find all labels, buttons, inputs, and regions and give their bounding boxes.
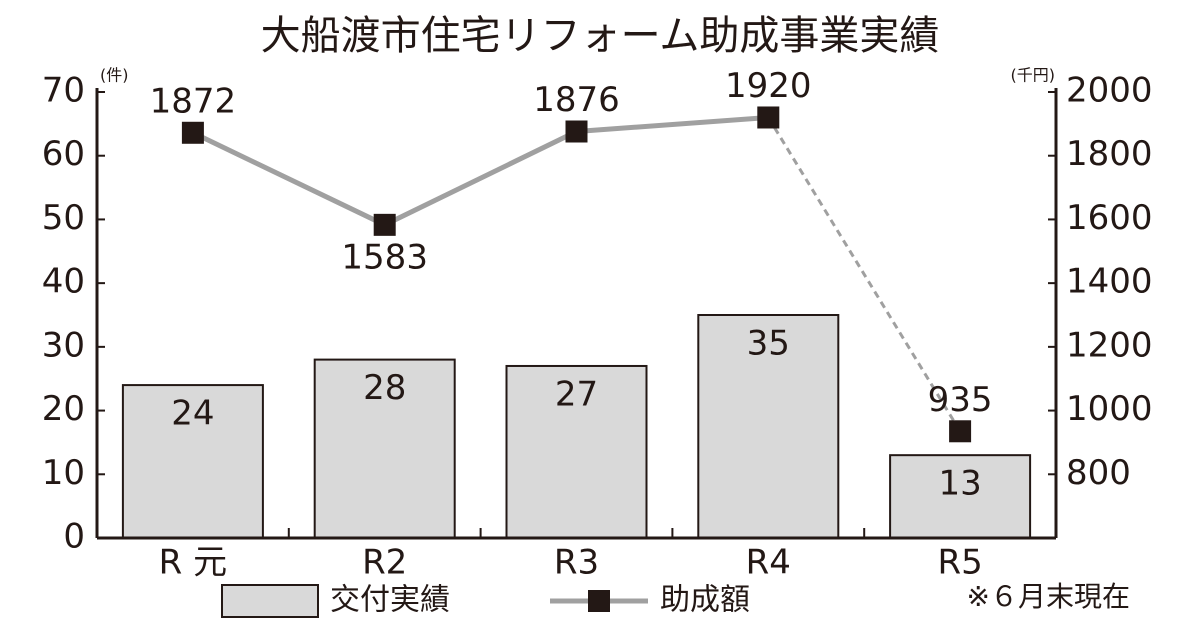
bar <box>697 314 840 539</box>
y2-tick-label: 1400 <box>1066 262 1153 302</box>
y-tick-label: 10 <box>42 453 85 493</box>
y2-tick-label: 1800 <box>1066 134 1153 174</box>
line-value-label: 1876 <box>533 80 620 120</box>
legend-marker <box>588 590 610 612</box>
line-segment <box>576 114 769 134</box>
bar-value-label: 27 <box>555 374 598 414</box>
line-marker <box>181 121 204 144</box>
line-marker <box>949 420 972 443</box>
y-unit: (件) <box>100 66 129 85</box>
legend-label: 助成額 <box>660 583 750 618</box>
y-tick-label: 50 <box>42 198 85 238</box>
chart-title: 大船渡市住宅リフォーム助成事業実績 <box>261 13 940 59</box>
legend-label: 交付実績 <box>330 583 450 618</box>
bar <box>313 358 456 539</box>
x-tick-label: R3 <box>554 543 599 583</box>
line-marker <box>565 120 588 143</box>
line-segment <box>383 129 578 228</box>
y-tick-label: 60 <box>42 134 85 174</box>
line-marker <box>757 106 780 129</box>
bar-value-label: 13 <box>938 464 981 504</box>
bar <box>505 364 648 539</box>
line-value-label: 1920 <box>725 66 812 106</box>
y2-tick-label: 1000 <box>1066 389 1153 429</box>
y2-tick-label: 800 <box>1066 453 1131 493</box>
y-tick-label: 0 <box>63 517 85 557</box>
y2-tick-label: 2000 <box>1066 71 1153 111</box>
line-value-label: 1583 <box>341 237 428 277</box>
line-segment <box>191 130 386 228</box>
bar-value-label: 24 <box>171 394 214 434</box>
y-tick-label: 20 <box>42 389 85 429</box>
y2-tick-label: 1600 <box>1066 198 1153 238</box>
y-tick-label: 30 <box>42 325 85 365</box>
line-value-label: 1872 <box>150 81 237 121</box>
line-value-label: 935 <box>928 380 993 420</box>
y2-tick-label: 1200 <box>1066 325 1153 365</box>
bar-value-label: 35 <box>747 324 790 364</box>
legend-swatch <box>221 584 319 618</box>
y-tick-label: 40 <box>42 262 85 302</box>
bar <box>121 384 264 540</box>
y2-unit: (千円) <box>1011 66 1056 85</box>
bar-value-label: 28 <box>363 368 406 408</box>
y-tick-label: 70 <box>42 71 85 111</box>
x-tick-label: R2 <box>362 543 407 583</box>
line-marker <box>373 213 396 236</box>
x-tick-label: R 元 <box>159 543 227 583</box>
x-tick-label: R4 <box>746 543 791 583</box>
note: ※６月末現在 <box>967 580 1130 613</box>
x-tick-label: R5 <box>937 543 982 583</box>
line-segment <box>767 116 962 433</box>
